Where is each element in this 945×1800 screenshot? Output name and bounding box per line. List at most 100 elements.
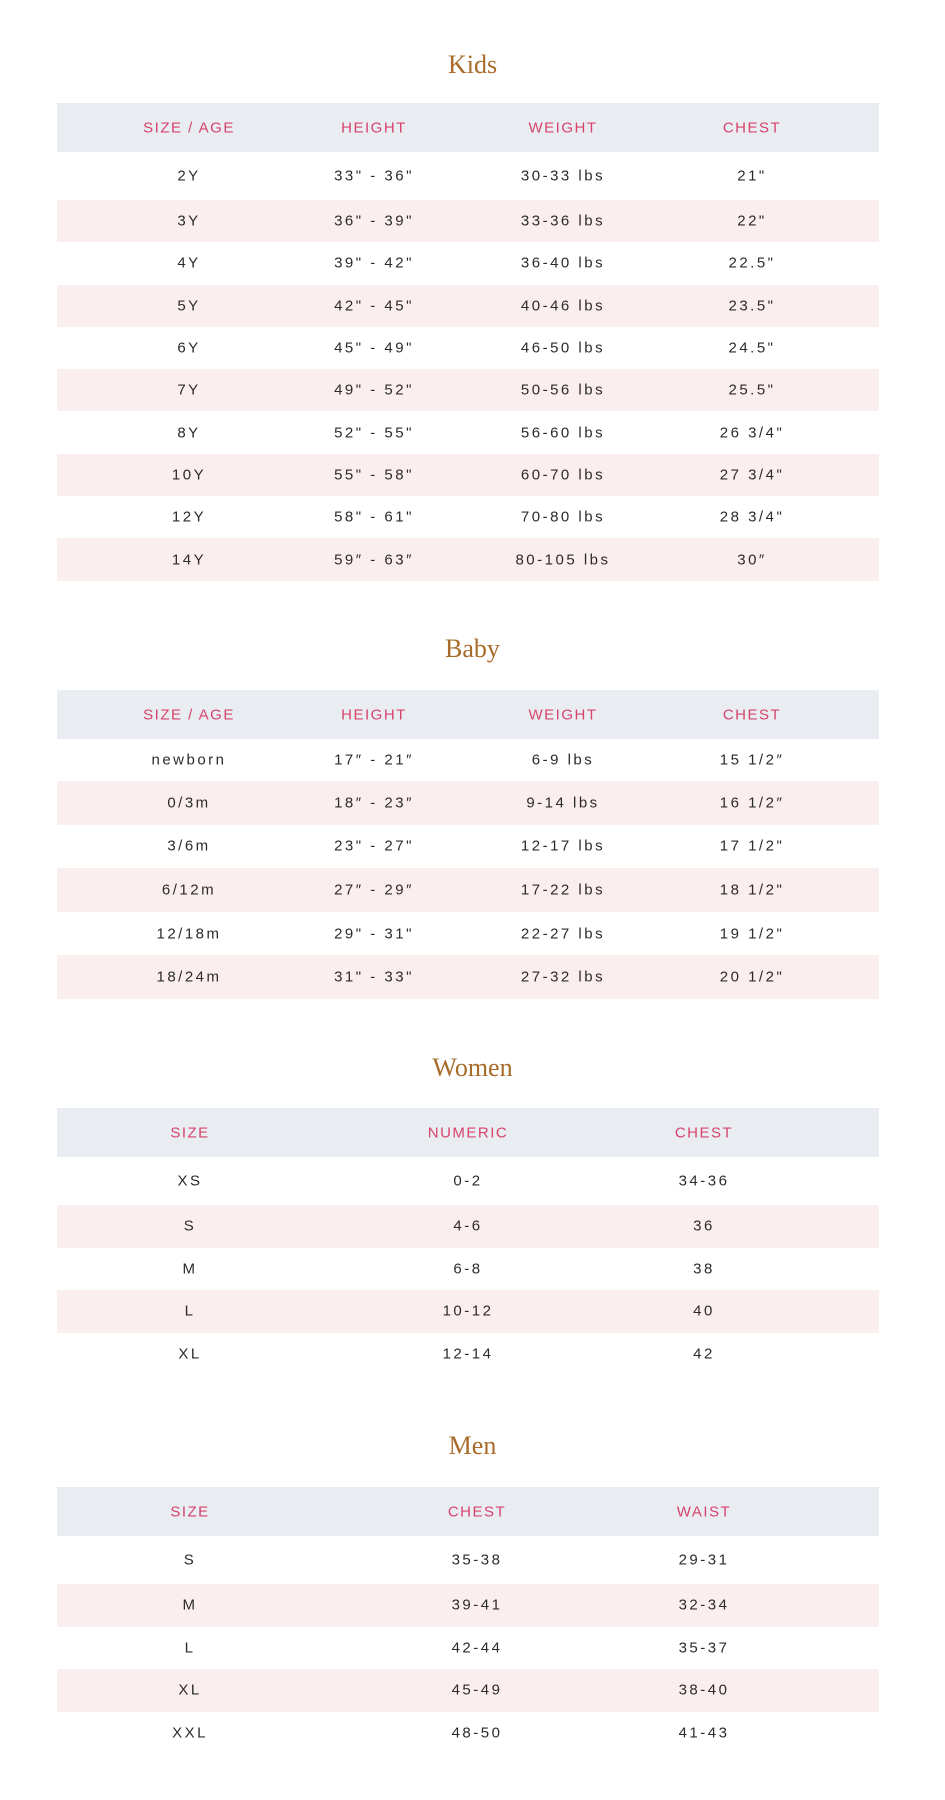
table-cell: 26 3/4": [719, 424, 785, 442]
table-cell: 14Y: [171, 551, 207, 569]
table-row: 5Y 42" - 45" 40-46 lbs 23.5": [57, 284, 879, 327]
table-cell: 42" - 45": [334, 297, 414, 315]
table-cell: 6/12m: [161, 881, 217, 899]
table-cell: 10Y: [171, 466, 207, 484]
table-header: SIZE CHEST WAIST: [57, 1487, 879, 1536]
table-cell: 55" - 58": [334, 466, 414, 484]
table-cell: 6-8: [453, 1260, 483, 1278]
table-header: SIZE NUMERIC CHEST: [57, 1108, 879, 1157]
table-cell: 33-36 lbs: [520, 212, 606, 230]
table-cell: 12Y: [171, 508, 207, 526]
table-cell: 56-60 lbs: [520, 424, 606, 442]
table-cell: 12/18m: [156, 925, 222, 943]
table-cell: 27 3/4": [719, 466, 785, 484]
table-cell: 45" - 49": [334, 339, 414, 357]
table-cell: 28 3/4": [719, 508, 785, 526]
table-cell: XXL: [172, 1724, 208, 1742]
table-cell: XL: [178, 1345, 202, 1363]
table-row: XS 0-2 34-36: [57, 1157, 879, 1205]
table-cell: 31" - 33": [334, 968, 414, 986]
column-header: SIZE / AGE: [143, 119, 235, 136]
table-cell: 52" - 55": [334, 424, 414, 442]
table-cell: 3/6m: [167, 837, 211, 855]
table-cell: S: [183, 1217, 197, 1235]
table-row: 14Y 59″ - 63″ 80-105 lbs 30″: [57, 538, 879, 581]
kids-size-table: SIZE / AGE HEIGHT WEIGHT CHEST 2Y 33" - 36" 30…: [57, 103, 879, 581]
women-size-table: SIZE NUMERIC CHEST XS 0-2 34-36 S 4-6 36 M 6-8 38 L 1…: [57, 1108, 879, 1375]
table-cell: 46-50 lbs: [520, 339, 606, 357]
table-cell: 18 1/2": [719, 881, 785, 899]
table-row: M 39-41 32-34: [57, 1584, 879, 1627]
table-cell: 16 1/2″: [719, 794, 785, 812]
table-header: SIZE / AGE HEIGHT WEIGHT CHEST: [57, 103, 879, 152]
table-cell: 34-36: [678, 1172, 730, 1190]
table-cell: 17 1/2": [719, 837, 785, 855]
column-header: NUMERIC: [427, 1124, 509, 1141]
table-cell: 38-40: [678, 1681, 730, 1699]
table-cell: 40-46 lbs: [520, 297, 606, 315]
table-cell: 27″ - 29″: [334, 881, 414, 899]
table-cell: 17-22 lbs: [520, 881, 606, 899]
table-cell: 49" - 52": [334, 381, 414, 399]
column-header: WEIGHT: [528, 706, 598, 723]
column-header: SIZE: [170, 1503, 210, 1520]
baby-size-table: SIZE / AGE HEIGHT WEIGHT CHEST newborn 17″ - …: [57, 690, 879, 999]
table-cell: 6-9 lbs: [531, 751, 595, 769]
table-cell: 50-56 lbs: [520, 381, 606, 399]
table-row: 7Y 49" - 52" 50-56 lbs 25.5": [57, 369, 879, 412]
table-cell: 4Y: [177, 254, 201, 272]
table-cell: 29" - 31": [334, 925, 414, 943]
column-header: WEIGHT: [528, 119, 598, 136]
table-cell: 3Y: [177, 212, 201, 230]
column-header: WAIST: [676, 1503, 732, 1520]
table-cell: M: [182, 1260, 198, 1278]
table-cell: 59″ - 63″: [334, 551, 414, 569]
table-cell: 39-41: [451, 1596, 503, 1614]
table-cell: 6Y: [177, 339, 201, 357]
table-cell: 2Y: [177, 167, 201, 185]
table-cell: XL: [178, 1681, 202, 1699]
table-cell: 27-32 lbs: [520, 968, 606, 986]
table-cell: L: [184, 1639, 196, 1657]
table-cell: 32-34: [678, 1596, 730, 1614]
table-cell: 0-2: [453, 1172, 483, 1190]
table-cell: L: [184, 1302, 196, 1320]
table-cell: 80-105 lbs: [515, 551, 611, 569]
table-cell: 39" - 42": [334, 254, 414, 272]
table-cell: 12-17 lbs: [520, 837, 606, 855]
table-cell: 5Y: [177, 297, 201, 315]
table-row: 18/24m 31" - 33" 27-32 lbs 20 1/2": [57, 955, 879, 999]
table-cell: 70-80 lbs: [520, 508, 606, 526]
table-cell: 38: [693, 1260, 715, 1278]
table-cell: 18″ - 23″: [334, 794, 414, 812]
table-cell: 12-14: [442, 1345, 494, 1363]
table-row: 8Y 52" - 55" 56-60 lbs 26 3/4": [57, 411, 879, 453]
column-header: CHEST: [722, 706, 782, 723]
table-row: 10Y 55" - 58" 60-70 lbs 27 3/4": [57, 453, 879, 497]
column-header: CHEST: [722, 119, 782, 136]
kids-section-title: Kids: [447, 50, 498, 79]
table-cell: 4-6: [453, 1217, 483, 1235]
table-row: 6Y 45" - 49" 46-50 lbs 24.5": [57, 327, 879, 369]
table-cell: 20 1/2": [719, 968, 785, 986]
table-row: 3/6m 23" - 27" 12-17 lbs 17 1/2": [57, 825, 879, 869]
column-header: SIZE: [170, 1124, 210, 1141]
table-cell: 22.5": [728, 254, 776, 272]
baby-section-title: Baby: [445, 634, 500, 663]
table-row: S 4-6 36: [57, 1205, 879, 1248]
table-row: XL 12-14 42: [57, 1333, 879, 1376]
table-cell: 21": [737, 167, 767, 185]
table-row: S 35-38 29-31: [57, 1536, 879, 1584]
column-header: CHEST: [674, 1124, 734, 1141]
table-row: 0/3m 18″ - 23″ 9-14 lbs 16 1/2″: [57, 781, 879, 825]
table-cell: 42: [693, 1345, 715, 1363]
table-cell: 9-14 lbs: [526, 794, 600, 812]
table-cell: 8Y: [177, 424, 201, 442]
men-size-table: SIZE CHEST WAIST S 35-38 29-31 M 39-41 32-34 L 42-…: [57, 1487, 879, 1754]
table-row: newborn 17″ - 21″ 6-9 lbs 15 1/2″: [57, 739, 879, 781]
table-row: XXL 48-50 41-43: [57, 1712, 879, 1755]
table-cell: newborn: [151, 751, 227, 769]
table-cell: 40: [693, 1302, 715, 1320]
table-row: 2Y 33" - 36" 30-33 lbs 21": [57, 152, 879, 200]
women-section-title: Women: [432, 1053, 513, 1082]
